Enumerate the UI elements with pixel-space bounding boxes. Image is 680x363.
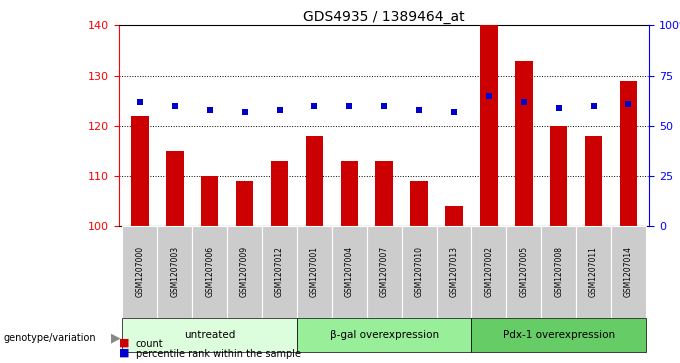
Bar	[157, 226, 192, 318]
Text: ▶: ▶	[111, 331, 120, 344]
Bar	[297, 226, 332, 318]
Bar	[227, 226, 262, 318]
Text: GSM1207010: GSM1207010	[415, 246, 424, 297]
Bar	[236, 181, 254, 226]
Bar	[585, 136, 602, 226]
Text: ■: ■	[119, 338, 129, 348]
Text: GSM1207005: GSM1207005	[520, 246, 528, 297]
Bar	[332, 226, 367, 318]
Bar	[445, 206, 462, 226]
Text: Pdx-1 overexpression: Pdx-1 overexpression	[503, 330, 615, 340]
Bar	[262, 226, 297, 318]
Bar	[550, 126, 567, 226]
Text: GSM1207003: GSM1207003	[170, 246, 180, 297]
Bar	[306, 136, 323, 226]
Text: GSM1207012: GSM1207012	[275, 246, 284, 297]
Text: genotype/variation: genotype/variation	[3, 333, 96, 343]
Bar	[410, 181, 428, 226]
Text: GSM1207001: GSM1207001	[310, 246, 319, 297]
Bar	[341, 161, 358, 226]
Bar	[122, 226, 157, 318]
Bar	[437, 226, 471, 318]
Text: GSM1207013: GSM1207013	[449, 246, 458, 297]
Bar	[541, 226, 576, 318]
Text: β-gal overexpression: β-gal overexpression	[330, 330, 439, 340]
Bar	[402, 226, 437, 318]
Bar	[201, 176, 218, 226]
Bar	[471, 226, 507, 318]
Text: GSM1207006: GSM1207006	[205, 246, 214, 297]
Bar	[471, 318, 646, 352]
Bar	[131, 116, 149, 226]
Bar	[611, 226, 646, 318]
Bar	[507, 226, 541, 318]
Bar	[480, 25, 498, 226]
Bar	[122, 318, 297, 352]
Bar	[297, 318, 471, 352]
Bar	[367, 226, 402, 318]
Bar	[166, 151, 184, 226]
Text: count: count	[136, 339, 164, 349]
Text: ■: ■	[119, 348, 129, 358]
Text: GSM1207009: GSM1207009	[240, 246, 249, 297]
Title: GDS4935 / 1389464_at: GDS4935 / 1389464_at	[303, 11, 465, 24]
Bar	[375, 161, 393, 226]
Text: GSM1207008: GSM1207008	[554, 246, 563, 297]
Text: GSM1207004: GSM1207004	[345, 246, 354, 297]
Text: GSM1207000: GSM1207000	[135, 246, 144, 297]
Bar	[619, 81, 637, 226]
Bar	[192, 226, 227, 318]
Text: GSM1207014: GSM1207014	[624, 246, 633, 297]
Text: percentile rank within the sample: percentile rank within the sample	[136, 348, 301, 359]
Text: GSM1207007: GSM1207007	[379, 246, 389, 297]
Text: untreated: untreated	[184, 330, 235, 340]
Bar	[576, 226, 611, 318]
Bar	[515, 61, 532, 226]
Text: GSM1207002: GSM1207002	[484, 246, 494, 297]
Text: GSM1207011: GSM1207011	[589, 246, 598, 297]
Bar	[271, 161, 288, 226]
